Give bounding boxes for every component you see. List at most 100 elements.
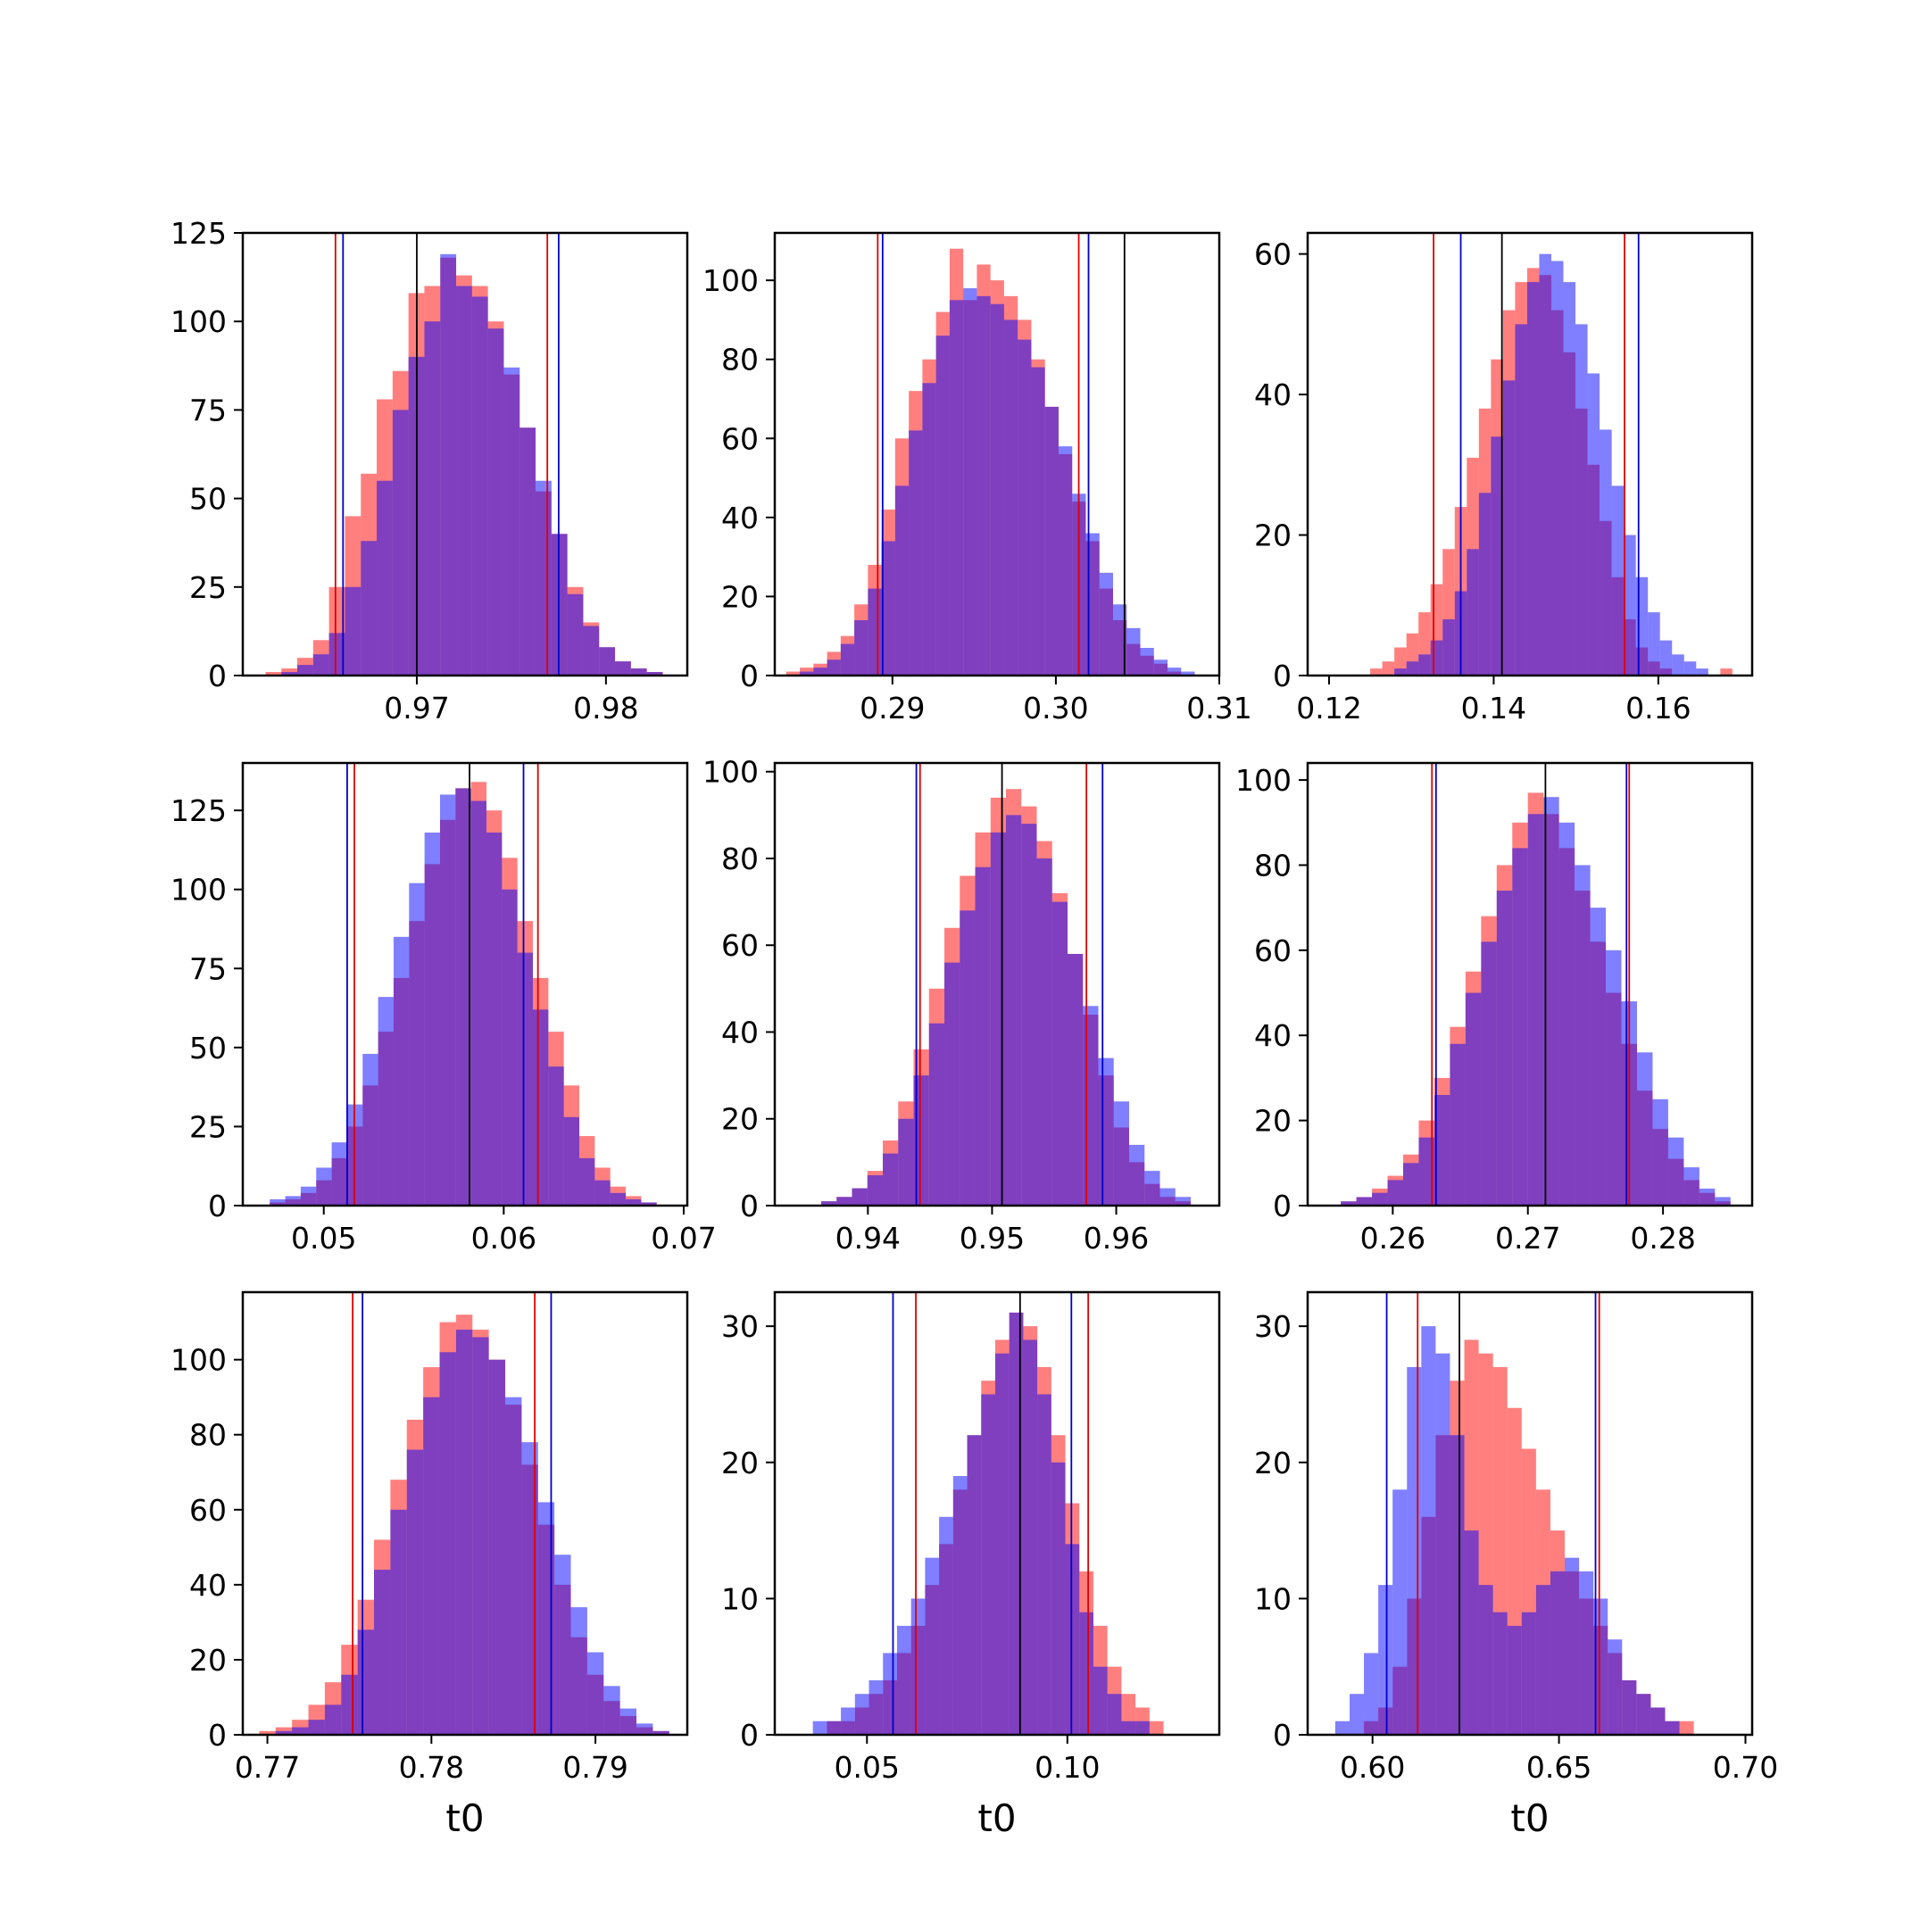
histogram-bar (910, 1598, 926, 1735)
histogram-bar (603, 1686, 620, 1735)
x-tick-label: 0.16 (1625, 691, 1691, 726)
histogram-bar (265, 672, 282, 676)
histogram-bar (1650, 1707, 1666, 1735)
histogram-bar (331, 1142, 347, 1206)
plot-area (812, 1292, 1164, 1735)
histogram-bar (471, 296, 488, 676)
histogram-bar (362, 1053, 378, 1206)
histogram-bar (406, 1449, 424, 1735)
histogram-bar (1526, 282, 1540, 676)
histogram-bar (392, 410, 409, 676)
x-tick-label: 0.07 (651, 1221, 716, 1256)
y-tick-label: 0 (208, 1189, 227, 1223)
histogram-bar (1394, 668, 1407, 676)
y-tick-label: 0 (1273, 659, 1292, 693)
histogram-bar (1527, 814, 1544, 1206)
histogram-bar (586, 1652, 604, 1735)
histogram-bar (1563, 282, 1576, 676)
histogram-bar (646, 672, 663, 676)
histogram-bar (1406, 661, 1419, 676)
y-tick-label: 80 (189, 1418, 227, 1453)
histogram-bar (1611, 485, 1625, 676)
histogram-bar (1696, 668, 1708, 676)
histogram-bar (1720, 668, 1733, 676)
y-tick-label: 10 (1254, 1581, 1292, 1616)
axes-frame (1306, 761, 1754, 1207)
plot-area (265, 233, 663, 676)
histogram-bar (1364, 1653, 1379, 1735)
histogram-bar (898, 1118, 914, 1206)
histogram-bar (1667, 1137, 1684, 1206)
y-tick-label: 40 (721, 501, 759, 535)
histogram-bar (583, 626, 600, 676)
histogram-series-blue (281, 253, 663, 676)
y-tick-label: 20 (721, 1102, 759, 1137)
histogram-bar (374, 1570, 391, 1735)
histogram-bar (1378, 1585, 1393, 1735)
histogram-bar (1481, 941, 1497, 1206)
histogram-bar (1478, 493, 1492, 676)
histogram-bar (1023, 1339, 1038, 1735)
axes-frame (1306, 231, 1754, 677)
histogram-bar (960, 910, 976, 1206)
histogram-bar (963, 288, 977, 676)
y-tick-label: 20 (1254, 518, 1292, 553)
histogram-bar (1535, 1585, 1550, 1735)
histogram-bar (1636, 1694, 1651, 1735)
y-tick-label: 20 (1254, 1446, 1292, 1480)
histogram-bar (292, 1727, 309, 1735)
plot-area (1334, 1292, 1694, 1735)
subplot-row3-col1: 0.77 0.78 0.79 0 20 40 60 80 100 t0 (170, 1290, 689, 1840)
histogram-bar (854, 1694, 869, 1735)
histogram-bar (852, 1188, 868, 1206)
histogram-bar (456, 286, 472, 676)
histogram-bar (308, 1720, 325, 1735)
subplot-row2-col2: 0.94 0.95 0.96 0 20 40 60 80 100 (702, 755, 1221, 1256)
histogram-bar (1558, 822, 1575, 1206)
x-tick-label: 0.14 (1461, 691, 1526, 726)
histogram-bar (1465, 992, 1482, 1206)
histogram-series-blue (275, 1330, 669, 1735)
axes-frame (241, 231, 689, 677)
histogram-bar (626, 1198, 642, 1206)
plot-area (259, 1292, 669, 1735)
histogram-bar (1435, 1353, 1450, 1735)
histogram-bar (1491, 436, 1503, 676)
y-tick-label: 60 (189, 1493, 227, 1528)
histogram-bar (1140, 648, 1154, 676)
histogram-bar (423, 1397, 440, 1735)
histogram-bar (619, 1708, 637, 1735)
histogram-bar (361, 541, 378, 676)
histogram-bar (579, 1157, 595, 1206)
histogram-bar (1672, 654, 1684, 676)
histogram-bar (1590, 908, 1607, 1206)
histogram-bar (1587, 373, 1600, 676)
histogram-bar (841, 1707, 855, 1735)
histogram-bar (1051, 901, 1068, 1206)
histogram-bar (377, 480, 393, 676)
histogram-bar (1387, 1180, 1404, 1206)
y-tick-label: 60 (721, 421, 759, 456)
histogram-bar (1159, 1188, 1176, 1206)
histogram-bar (1624, 535, 1636, 676)
histogram-bar (1565, 1557, 1580, 1735)
histogram-bar (967, 1435, 982, 1735)
histogram-bar (1622, 1679, 1637, 1735)
histogram-bar (800, 671, 814, 676)
axes-frame (773, 1290, 1221, 1737)
histogram-bar (486, 832, 503, 1206)
histogram-bar (1003, 319, 1018, 676)
histogram-bar (1418, 654, 1431, 676)
x-tick-label: 0.30 (1023, 691, 1088, 726)
histogram-bar (939, 1516, 953, 1735)
y-tick-label: 80 (1254, 848, 1292, 883)
x-tick-label: 0.06 (471, 1221, 536, 1256)
histogram-bar (470, 800, 486, 1206)
histogram-bar (994, 1353, 1010, 1735)
histogram-bar (1044, 406, 1059, 676)
x-tick-label: 0.95 (960, 1221, 1025, 1256)
x-tick-label: 0.96 (1084, 1221, 1149, 1256)
histogram-bar (472, 1337, 489, 1735)
histogram-bar (378, 997, 394, 1206)
y-tick-label: 0 (208, 1718, 227, 1753)
